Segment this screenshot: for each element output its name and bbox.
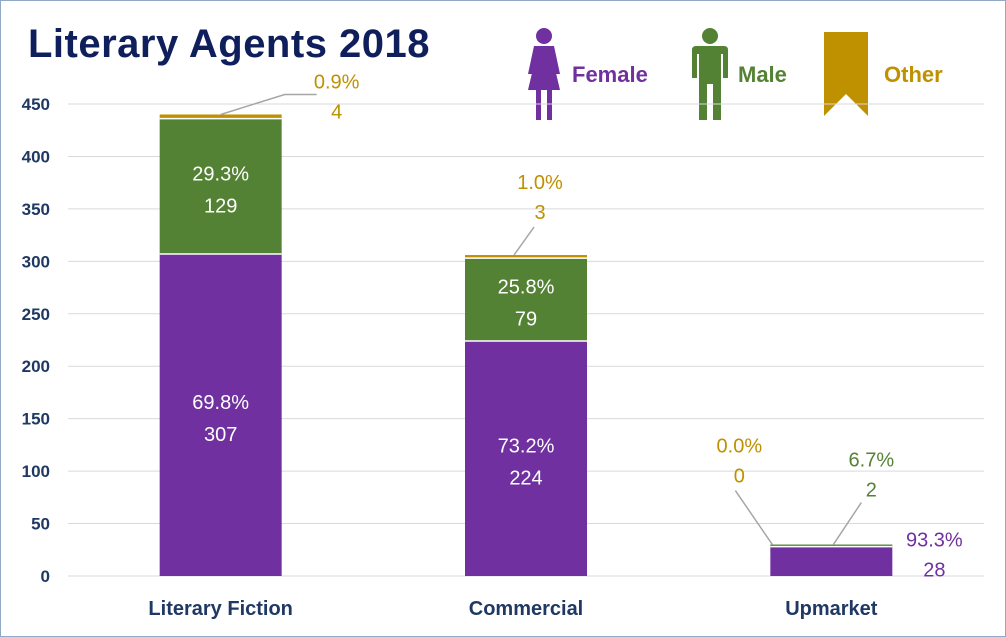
female-person-icon bbox=[528, 28, 560, 120]
y-tick-label: 0 bbox=[41, 567, 50, 586]
data-label-percent-other: 1.0% bbox=[517, 172, 563, 194]
y-tick-label: 300 bbox=[22, 252, 50, 271]
leader-line bbox=[734, 490, 773, 545]
data-label-value-female: 28 bbox=[923, 560, 945, 582]
data-label-percent-female: 69.8% bbox=[192, 392, 249, 414]
legend-other: Other bbox=[824, 32, 943, 118]
y-tick-label: 150 bbox=[22, 410, 50, 429]
legend-male-label: Male bbox=[738, 62, 787, 87]
leader-line bbox=[832, 502, 862, 545]
data-label-percent-other: 0.0% bbox=[717, 436, 763, 458]
y-tick-label: 250 bbox=[22, 305, 50, 324]
data-label-value-male: 2 bbox=[866, 480, 877, 502]
x-category-label: Commercial bbox=[469, 598, 584, 620]
chart-title: Literary Agents 2018 bbox=[28, 22, 431, 66]
x-category-label: Literary Fiction bbox=[148, 598, 292, 620]
y-tick-label: 200 bbox=[22, 357, 50, 376]
data-label-value-female: 224 bbox=[509, 468, 542, 490]
leader-line bbox=[220, 93, 317, 116]
bar-male bbox=[770, 544, 893, 547]
male-person-icon bbox=[692, 28, 728, 120]
data-label-value-male: 129 bbox=[204, 195, 237, 217]
legend-female-label: Female bbox=[572, 62, 648, 87]
leader-line bbox=[513, 226, 535, 256]
data-label-percent-male: 6.7% bbox=[849, 450, 895, 472]
data-label-percent-male: 25.8% bbox=[498, 277, 555, 299]
y-tick-label: 50 bbox=[31, 515, 50, 534]
ribbon-bookmark-icon bbox=[824, 32, 868, 116]
data-label-percent-female: 73.2% bbox=[498, 436, 555, 458]
y-tick-label: 450 bbox=[22, 95, 50, 114]
data-label-percent-male: 29.3% bbox=[192, 163, 249, 185]
bar-male bbox=[465, 258, 587, 342]
bar-male bbox=[159, 118, 282, 254]
x-category-label: Upmarket bbox=[785, 598, 878, 620]
y-tick-label: 350 bbox=[22, 200, 50, 219]
data-label-value-other: 3 bbox=[534, 202, 545, 224]
bar-female bbox=[465, 341, 587, 576]
data-label-value-other: 0 bbox=[734, 466, 745, 488]
data-label-value-male: 79 bbox=[515, 309, 537, 331]
bar-female bbox=[770, 546, 893, 576]
y-tick-label: 400 bbox=[22, 147, 50, 166]
legend-male: Male bbox=[688, 28, 787, 122]
data-label-percent-other: 0.9% bbox=[314, 71, 360, 93]
y-tick-label: 100 bbox=[22, 462, 50, 481]
bar-other bbox=[465, 255, 587, 259]
bar-other bbox=[159, 114, 282, 119]
data-label-value-other: 4 bbox=[331, 101, 342, 123]
data-label-percent-female: 93.3% bbox=[906, 530, 963, 552]
legend-female: Female bbox=[522, 28, 648, 122]
data-label-value-female: 307 bbox=[204, 424, 237, 446]
bar-female bbox=[159, 253, 282, 577]
legend-other-label: Other bbox=[884, 62, 943, 87]
